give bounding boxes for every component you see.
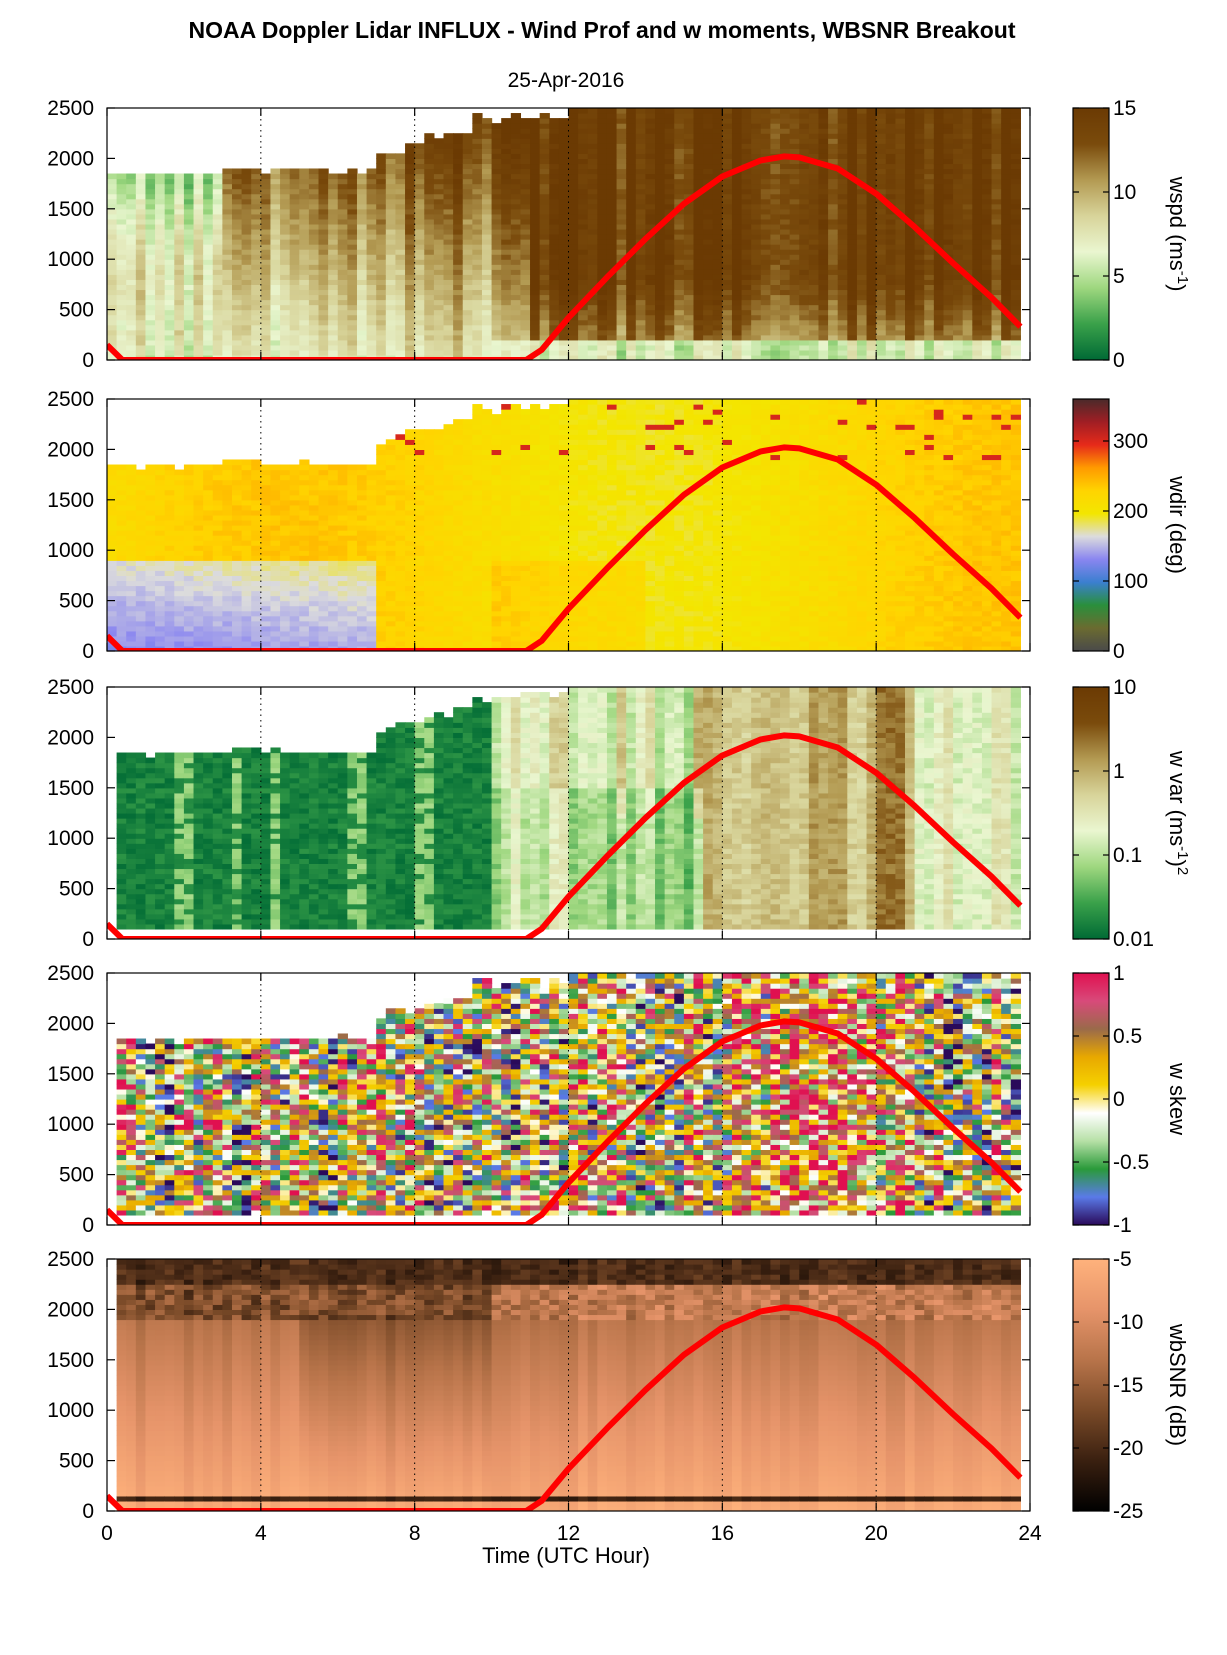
overlay-line <box>107 732 1023 939</box>
colorbar-1: 0 5 10 15 wspd (ms-1) <box>1072 97 1191 372</box>
y-tick-label: 1000 <box>47 539 94 562</box>
x-tick-label: 16 <box>711 1522 734 1545</box>
overlay-line <box>107 1018 1023 1225</box>
y-tick-label: 1500 <box>47 1063 94 1086</box>
figure-subtitle: 25-Apr-2016 <box>508 69 625 92</box>
y-tick-label: 0 <box>82 1500 94 1523</box>
colorbar-tick-label: 0 <box>1113 640 1125 663</box>
heatmap-w-skew <box>116 973 1021 1216</box>
y-tick-label: 2500 <box>47 962 94 985</box>
y-tick-label: 0 <box>82 928 94 951</box>
y-tick-label: 1000 <box>47 1399 94 1422</box>
x-tick-label: 8 <box>409 1522 421 1545</box>
y-tick-label: 2000 <box>47 147 94 170</box>
colorbar-tick-label: 10 <box>1113 676 1136 699</box>
y-tick-label: 1500 <box>47 489 94 512</box>
colorbar-tick-label: 300 <box>1113 430 1148 453</box>
y-tick-label: 2000 <box>47 1298 94 1321</box>
colorbar-4: -1 -0.5 0 0.5 1 w skew <box>1072 962 1190 1237</box>
colorbar-tick-label: -20 <box>1113 1437 1143 1460</box>
y-tick-label: 500 <box>59 1450 94 1473</box>
x-tick-label: 20 <box>864 1522 887 1545</box>
colorbar-tick-label: -15 <box>1113 1374 1143 1397</box>
y-tick-label: 500 <box>59 299 94 322</box>
overlay-line <box>107 444 1023 651</box>
colorbar-tick-label: -5 <box>1113 1248 1132 1271</box>
panel-4: 0 500 1000 1500 2000 2500 -1 -0.5 0 0.5 1 w skew <box>47 962 1190 1237</box>
y-tick-label: 2000 <box>47 726 94 749</box>
y-tick-label: 1500 <box>47 777 94 800</box>
colorbar-label: w var (ms-1)2 <box>1165 750 1191 875</box>
y-tick-label: 500 <box>59 878 94 901</box>
y-tick-label: 500 <box>59 1164 94 1187</box>
y-tick-label: 2500 <box>47 97 94 120</box>
colorbar-tick-label: 0.01 <box>1113 928 1154 951</box>
colorbar-5: -25 -20 -15 -10 -5 wbSNR (dB) <box>1072 1248 1190 1523</box>
figure-title: NOAA Doppler Lidar INFLUX - Wind Prof an… <box>189 17 1016 43</box>
y-tick-label: 1000 <box>47 1113 94 1136</box>
colorbar-label: wspd (ms-1) <box>1165 176 1191 292</box>
colorbar-tick-label: -1 <box>1113 1214 1132 1237</box>
y-tick-label: 2500 <box>47 388 94 411</box>
colorbar-tick-label: 15 <box>1113 97 1136 120</box>
colorbar-tick-label: 0.1 <box>1113 844 1142 867</box>
colorbar-label: wbSNR (dB) <box>1165 1323 1190 1446</box>
y-tick-label: 1000 <box>47 827 94 850</box>
x-tick-label: 24 <box>1018 1522 1042 1545</box>
colorbar-tick-label: 0 <box>1113 1088 1125 1111</box>
y-tick-label: 0 <box>82 1214 94 1237</box>
colorbar-tick-label: 100 <box>1113 570 1148 593</box>
y-tick-label: 2500 <box>47 1248 94 1271</box>
heatmap-wbSNR <box>116 1259 1021 1511</box>
colorbar-tick-label: 10 <box>1113 181 1136 204</box>
colorbar-tick-label: 1 <box>1113 760 1125 783</box>
y-tick-label: 2500 <box>47 676 94 699</box>
overlay-line <box>107 1304 1023 1511</box>
panel-2: 0 500 1000 1500 2000 2500 0 100 200 300 wdir (deg) <box>47 388 1190 663</box>
colorbar-gradient <box>1072 107 1110 361</box>
colorbar-label: w skew <box>1165 1062 1190 1135</box>
y-tick-label: 2000 <box>47 438 94 461</box>
colorbar-2: 0 100 200 300 wdir (deg) <box>1072 398 1190 663</box>
y-tick-label: 500 <box>59 590 94 613</box>
heatmap-wdir <box>107 399 1021 651</box>
panel-3: 0 500 1000 1500 2000 2500 0.01 0.1 1 10 w var (ms-… <box>47 676 1191 951</box>
panel-5: 0 500 1000 1500 2000 2500 0 4 8 12 16 20 24 -25 -20 -15… <box>47 1248 1190 1545</box>
colorbar-tick-label: 0 <box>1113 349 1125 372</box>
x-tick-label: 0 <box>101 1522 113 1545</box>
y-tick-label: 2000 <box>47 1012 94 1035</box>
y-tick-label: 1500 <box>47 198 94 221</box>
colorbar-tick-label: -0.5 <box>1113 1151 1149 1174</box>
colorbar-tick-label: 200 <box>1113 500 1148 523</box>
y-tick-label: 1500 <box>47 1349 94 1372</box>
colorbar-label: wdir (deg) <box>1165 475 1190 574</box>
x-tick-label: 12 <box>557 1522 580 1545</box>
colorbar-gradient <box>1072 686 1110 940</box>
colorbar-gradient <box>1072 398 1110 652</box>
colorbar-tick-label: -10 <box>1113 1311 1143 1334</box>
colorbar-tick-label: 5 <box>1113 265 1125 288</box>
x-axis-label: Time (UTC Hour) <box>482 1543 650 1568</box>
colorbar-tick-label: 1 <box>1113 962 1125 985</box>
heatmap-wspd <box>107 108 1021 360</box>
overlay-line <box>107 153 1023 360</box>
y-tick-label: 1000 <box>47 248 94 271</box>
colorbar-tick-label: 0.5 <box>1113 1025 1142 1048</box>
x-tick-label: 4 <box>255 1522 267 1545</box>
panel-1: 0 500 1000 1500 2000 2500 0 5 10 15 wspd (ms-1) <box>47 97 1191 372</box>
y-tick-label: 0 <box>82 349 94 372</box>
colorbar-tick-label: -25 <box>1113 1500 1143 1523</box>
y-tick-label: 0 <box>82 640 94 663</box>
colorbar-3: 0.01 0.1 1 10 w var (ms-1)2 <box>1072 676 1191 951</box>
